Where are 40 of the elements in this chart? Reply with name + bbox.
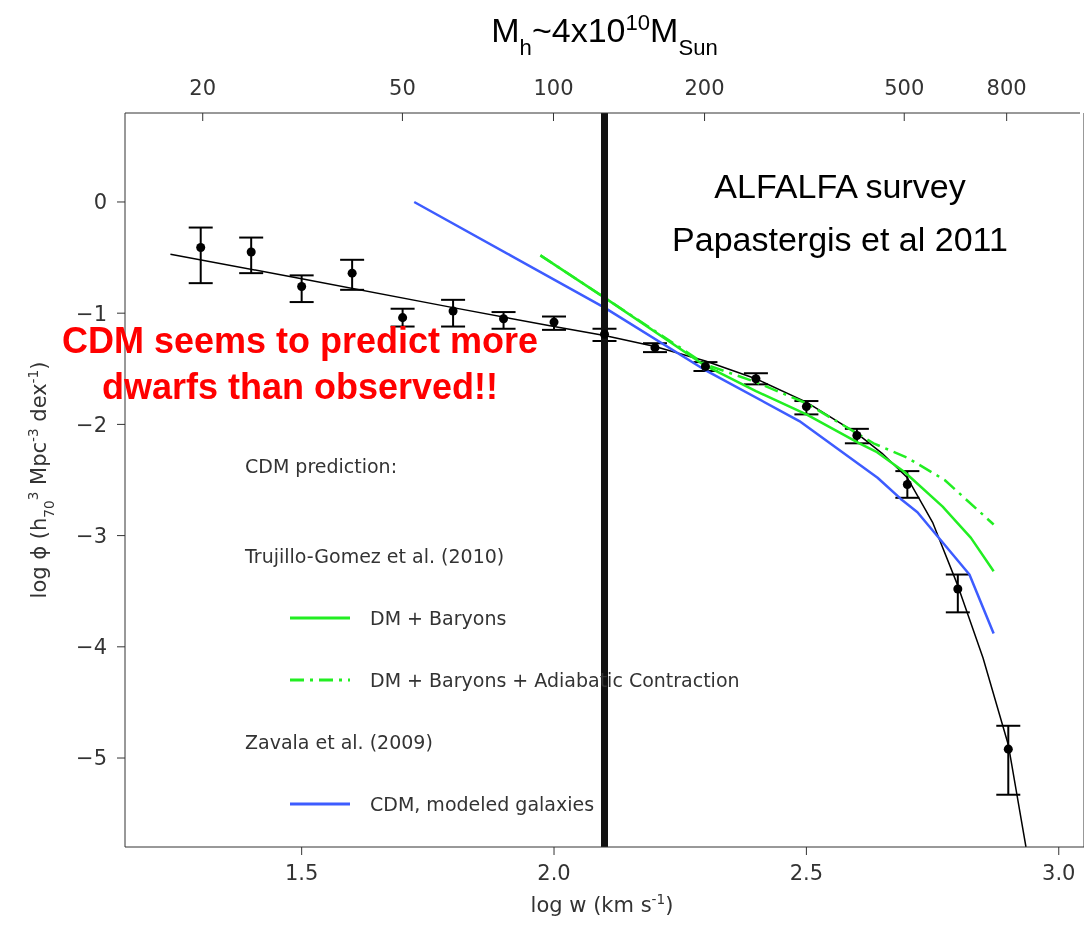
x2-tick-label: 50 bbox=[389, 76, 416, 100]
point bbox=[1003, 744, 1013, 754]
x2-tick-label: 20 bbox=[189, 76, 217, 100]
x2-tick-label: 800 bbox=[986, 76, 1027, 100]
x2-tick-label: 200 bbox=[684, 76, 725, 100]
legend-title: CDM prediction: bbox=[245, 454, 399, 479]
annotation: Trujillo-Gomez et al. (2010) bbox=[245, 544, 506, 569]
point bbox=[347, 268, 357, 278]
y-tick-label: −4 bbox=[76, 635, 107, 660]
x-tick-label: 3.0 bbox=[1042, 860, 1076, 885]
point bbox=[599, 329, 610, 339]
point bbox=[448, 306, 458, 316]
y-tick-label: −3 bbox=[76, 524, 107, 549]
y-tick-label: −2 bbox=[76, 412, 107, 437]
point bbox=[246, 247, 256, 257]
y-tick-label: 0 bbox=[93, 190, 107, 215]
point bbox=[549, 317, 559, 327]
point bbox=[902, 479, 912, 489]
legend-label: DM + Baryons bbox=[370, 607, 507, 629]
annotation: ALFALFA survey Papastergis et al 2011 bbox=[671, 166, 1009, 260]
point bbox=[751, 374, 761, 384]
point bbox=[196, 243, 206, 253]
point bbox=[650, 343, 660, 353]
ref-line-label: M$_{h}$~4x10$^{10}$M$_{Sun}$ bbox=[491, 9, 718, 60]
point bbox=[953, 584, 963, 594]
point bbox=[398, 313, 408, 323]
x-tick-label: 1.5 bbox=[284, 860, 319, 885]
x2-tick-label: 500 bbox=[884, 76, 925, 100]
point bbox=[852, 431, 862, 441]
point bbox=[499, 314, 509, 324]
x-axis-title: log w (km s$^{-1}$) bbox=[530, 891, 674, 917]
x-tick-label: 2.5 bbox=[789, 860, 824, 885]
legend-label: CDM, modeled galaxies bbox=[370, 793, 595, 815]
y-tick-label: −5 bbox=[76, 746, 107, 771]
x2-tick-label: 100 bbox=[533, 76, 574, 100]
point bbox=[801, 402, 811, 412]
point bbox=[700, 362, 710, 372]
x-tick-label: 2.0 bbox=[537, 860, 571, 885]
annotation: Zavala et al. (2009) bbox=[245, 730, 434, 755]
point bbox=[297, 281, 307, 291]
